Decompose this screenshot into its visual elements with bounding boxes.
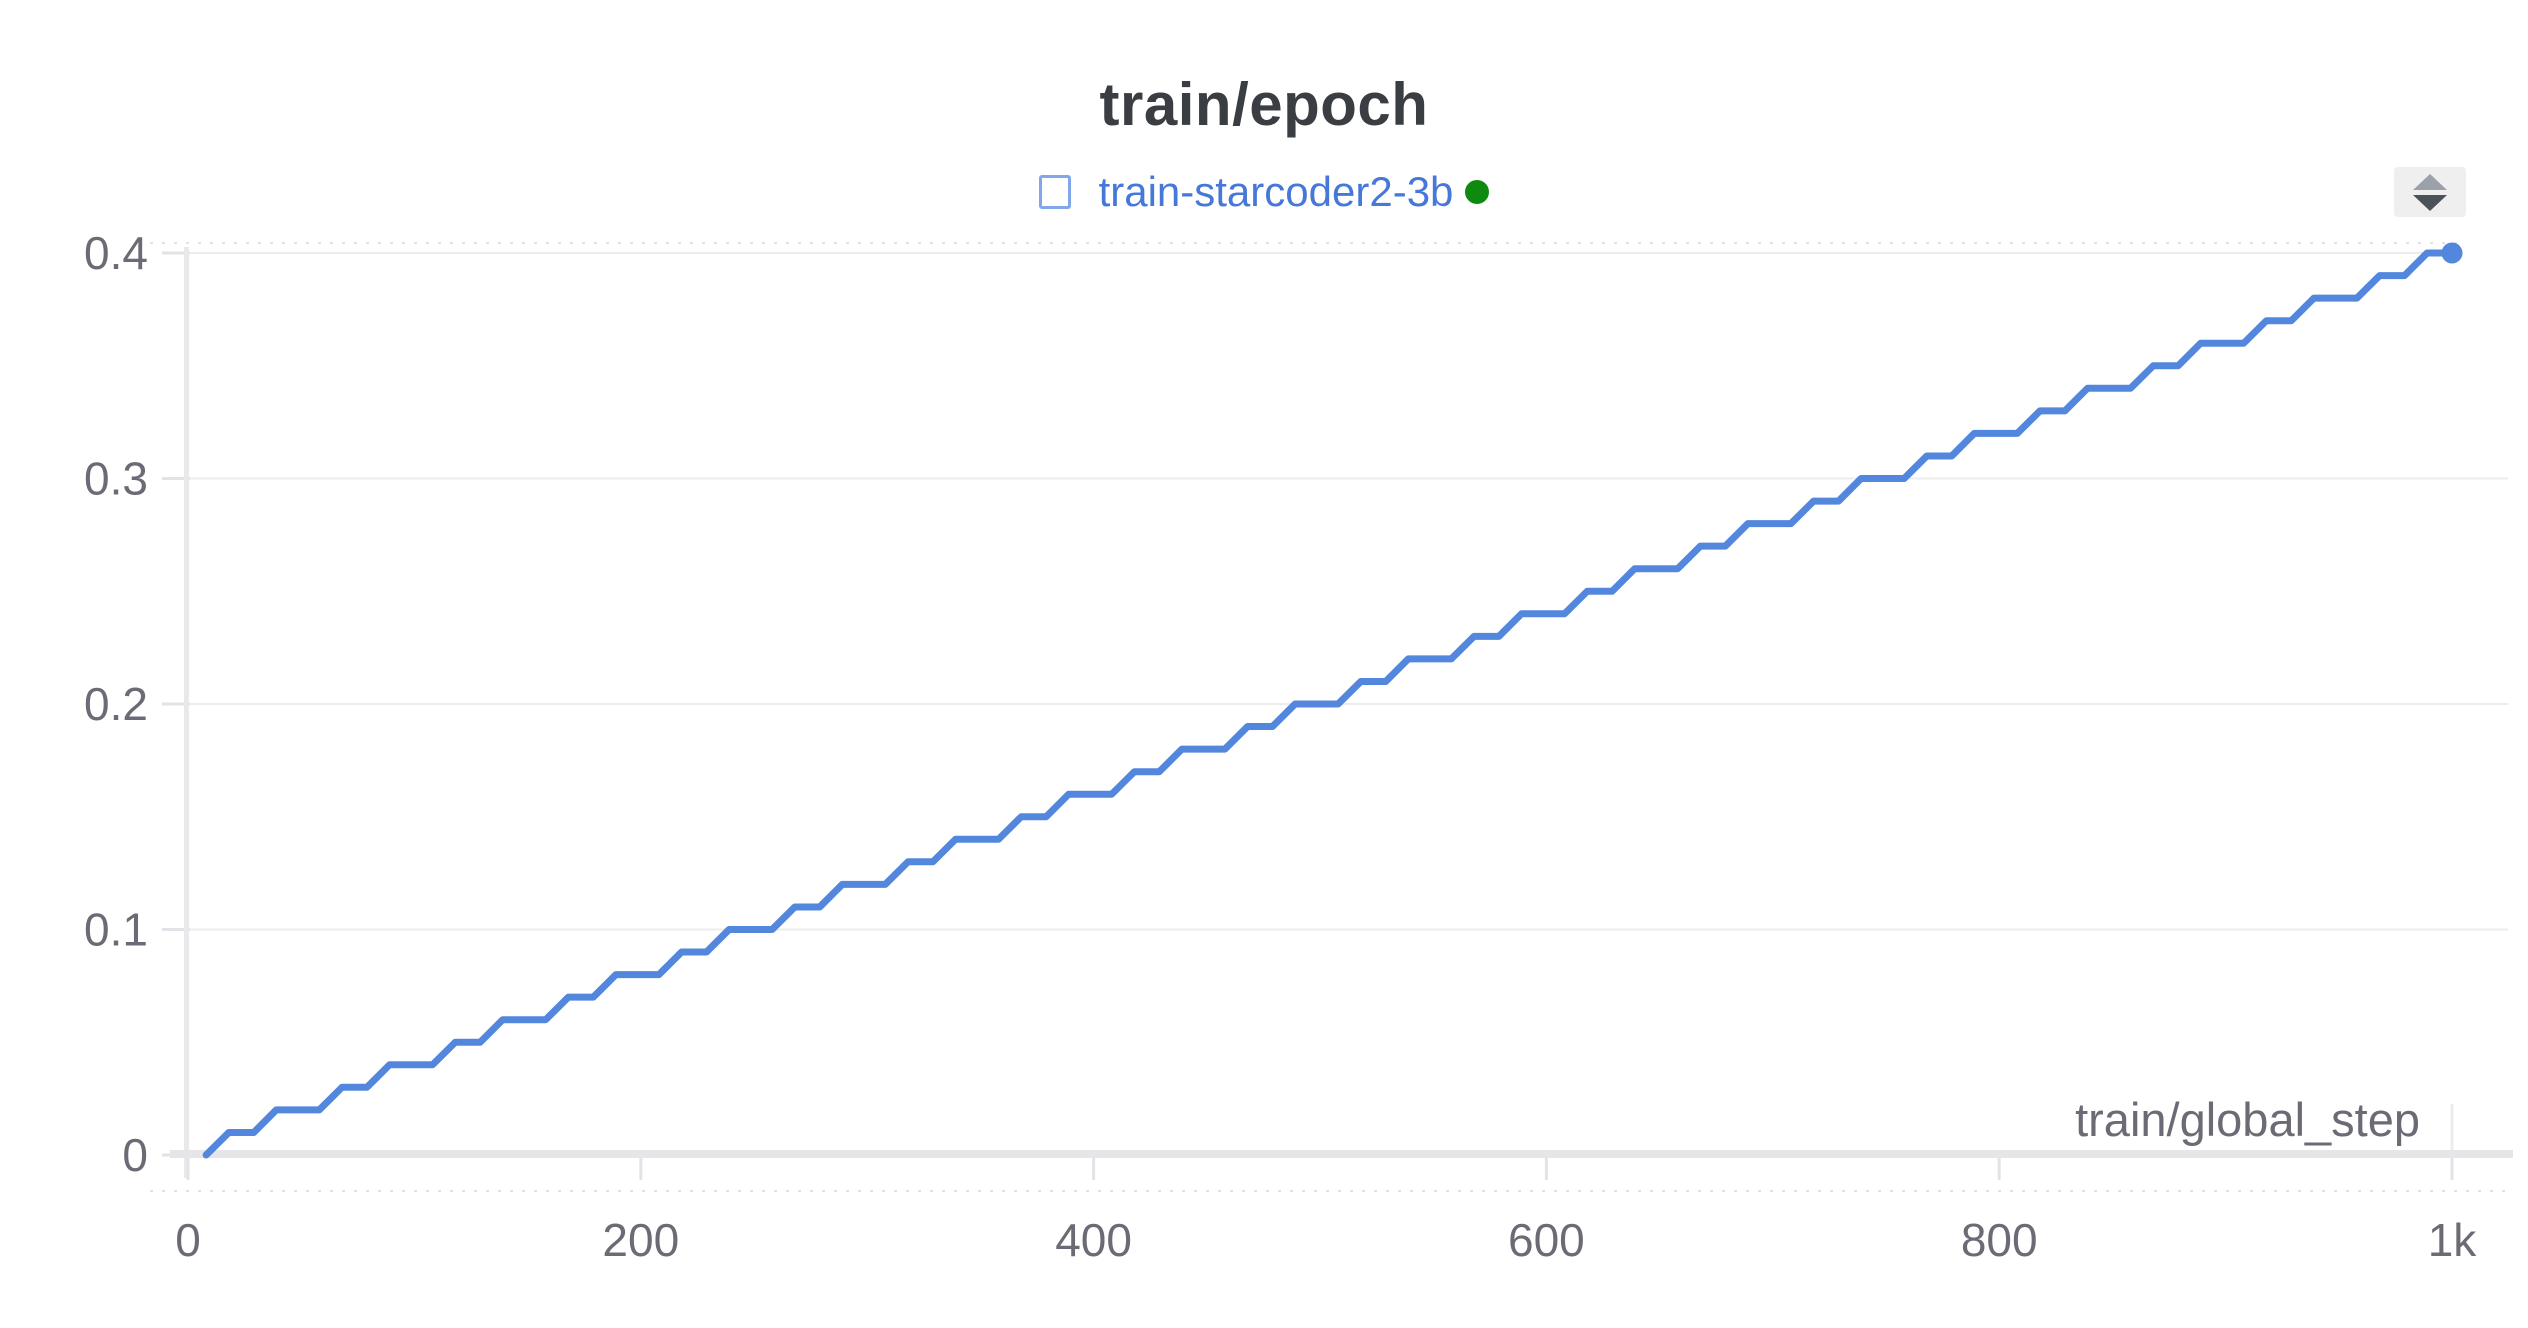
arrow-down-icon — [2413, 194, 2447, 211]
legend-swatch-box[interactable] — [1038, 175, 1071, 209]
x-tick-label: 200 — [602, 1214, 679, 1266]
x-axis-title: train/global_step — [2075, 1093, 2420, 1146]
y-tick-label: 0.4 — [84, 227, 148, 279]
legend[interactable]: train-starcoder2-3b — [0, 170, 2528, 214]
y-tick-label: 0.3 — [84, 453, 148, 505]
y-tick-label: 0 — [122, 1129, 148, 1181]
chart-title: train/epoch — [1099, 71, 1429, 138]
x-tick-label: 0 — [175, 1214, 201, 1266]
legend-run-label[interactable]: train-starcoder2-3b — [1098, 168, 1454, 215]
series-line[interactable] — [202, 249, 2456, 1159]
series-end-point[interactable] — [2441, 242, 2463, 264]
x-tick-label: 600 — [1508, 1214, 1585, 1266]
x-axis-line — [170, 1150, 2513, 1158]
y-tick-label: 0.2 — [84, 678, 148, 730]
x-tick-label: 800 — [1961, 1214, 2038, 1266]
run-status-running-icon — [1465, 180, 1490, 204]
x-tick-label: 1k — [2428, 1214, 2478, 1266]
y-tick-label: 0.1 — [84, 904, 148, 956]
up-down-stepper-button[interactable] — [2394, 167, 2466, 217]
arrow-up-icon — [2413, 173, 2447, 190]
x-tick-label: 400 — [1055, 1214, 1132, 1266]
y-axis-line — [184, 247, 189, 1178]
